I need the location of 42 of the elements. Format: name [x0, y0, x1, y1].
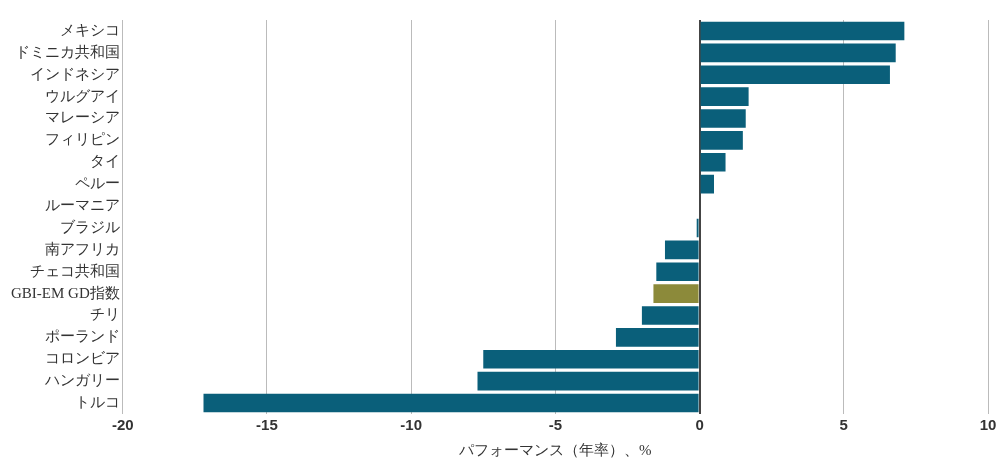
- y-tick-label: トルコ: [74, 393, 120, 410]
- y-tick-label: タイ: [89, 153, 120, 170]
- bar: [615, 328, 699, 347]
- y-tick-label: ドミニカ共和国: [14, 43, 120, 60]
- y-tick-label: フィリピン: [44, 131, 120, 148]
- x-tick-label: -20: [111, 416, 134, 434]
- y-tick-label: コロンビア: [44, 350, 120, 367]
- x-tick-label: 5: [839, 416, 848, 434]
- x-tick-label: 0: [695, 416, 704, 434]
- y-tick-label: ウルグアイ: [44, 87, 120, 104]
- bar: [483, 349, 699, 369]
- y-tick-label: インドネシア: [29, 65, 120, 82]
- y-tick-label: ブラジル: [59, 218, 120, 235]
- bar: [664, 240, 699, 260]
- x-axis-title: パフォーマンス（年率）、%: [458, 441, 652, 458]
- bar: [700, 87, 749, 106]
- y-tick-label: ルーマニア: [44, 196, 120, 213]
- bar: [700, 21, 905, 41]
- y-tick-label: ポーランド: [44, 328, 120, 345]
- bar: [653, 284, 699, 303]
- bar: [641, 306, 699, 325]
- bar: [700, 152, 726, 172]
- bar: [700, 65, 890, 85]
- bar: [700, 174, 714, 194]
- x-tick-label: -5: [548, 416, 563, 434]
- y-tick-label: ハンガリー: [43, 372, 120, 389]
- y-tick-label: チェコ共和国: [29, 262, 120, 279]
- y-tick-label: メキシコ: [59, 21, 120, 38]
- x-tick-label: 10: [979, 416, 997, 434]
- y-tick-label: ペルー: [74, 175, 120, 192]
- x-tick-label: -10: [400, 416, 423, 434]
- bar: [477, 371, 699, 391]
- bar: [656, 262, 699, 282]
- bar: [700, 131, 743, 150]
- y-tick-label: 南アフリカ: [44, 240, 120, 257]
- x-tick-label: -15: [256, 416, 278, 434]
- y-tick-label: GBI-EM GD指数: [10, 284, 120, 301]
- y-tick-label: チリ: [89, 306, 120, 323]
- bar: [203, 393, 699, 413]
- bar: [700, 43, 896, 63]
- bar: [700, 109, 746, 128]
- y-tick-label: マレーシア: [44, 109, 120, 126]
